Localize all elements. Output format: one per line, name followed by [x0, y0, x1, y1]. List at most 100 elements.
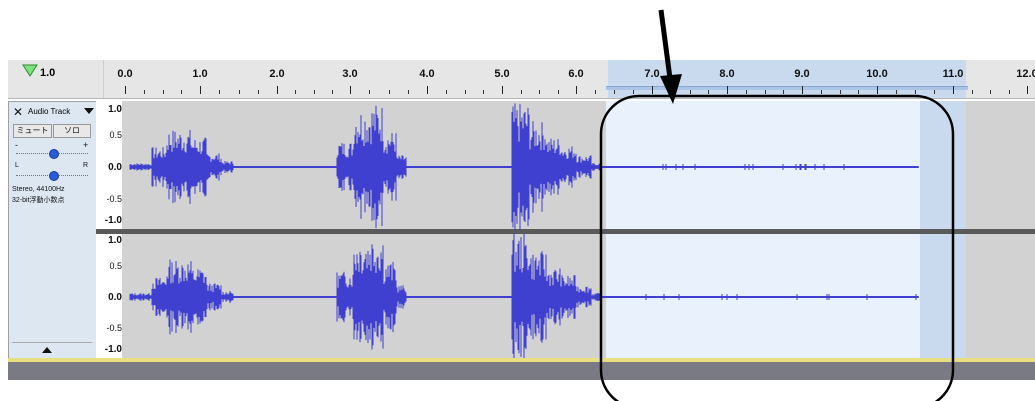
scale-top-0-5: 0.5: [109, 130, 122, 140]
ruler-minor-tick: [181, 90, 182, 94]
ruler-minor-tick: [915, 90, 916, 94]
mute-button[interactable]: ミュート: [13, 124, 52, 138]
ruler-tick-label: 8.0: [719, 68, 735, 80]
ruler-minor-tick: [539, 90, 540, 94]
ruler-major-tick: [502, 86, 503, 94]
ruler-minor-tick: [239, 90, 240, 94]
ruler-major-tick: [652, 86, 653, 94]
track-name-label[interactable]: Audio Track: [28, 107, 71, 116]
ruler-minor-tick: [389, 90, 390, 94]
gain-minus-label: -: [15, 140, 18, 150]
ruler-minor-tick: [295, 90, 296, 94]
gain-plus-label: +: [83, 140, 89, 150]
ruler-tick-label: 11.0: [942, 68, 964, 80]
ruler-minor-tick: [314, 90, 315, 94]
ruler-major-tick: [1027, 86, 1028, 94]
ruler-start-label: 1.0: [40, 67, 56, 79]
close-icon[interactable]: ✕: [12, 105, 24, 119]
ruler-major-tick: [727, 86, 728, 94]
chevron-up-icon[interactable]: [42, 347, 52, 353]
play-head-icon[interactable]: [22, 64, 38, 78]
pan-right-label: R: [83, 162, 89, 169]
ruler-major-tick: [877, 86, 878, 94]
ruler-selection-bar[interactable]: [606, 86, 968, 90]
scale-bottom-0: 0.0: [108, 292, 122, 303]
scale-bottom-neg-0-5: -0.5: [106, 323, 122, 333]
pan-left-label: L: [15, 162, 19, 169]
ruler-minor-tick: [858, 90, 859, 94]
ruler-tick-label: 6.0: [568, 68, 584, 80]
ruler-minor-tick: [821, 90, 822, 94]
ruler-minor-tick: [483, 90, 484, 94]
ruler-minor-tick: [521, 90, 522, 94]
ruler-tick-label: 0.0: [117, 68, 133, 80]
ruler-minor-tick: [614, 90, 615, 94]
ruler-tick-label: 9.0: [794, 68, 810, 80]
ruler-tick-label: 12.0: [1016, 68, 1035, 80]
scale-bottom-0-5: 0.5: [109, 261, 122, 271]
channel-divider: [96, 229, 1035, 234]
ruler-tick-label: 4.0: [419, 68, 435, 80]
ruler-minor-tick: [633, 90, 634, 94]
ruler-minor-tick: [990, 90, 991, 94]
annotation-arrow-line: [658, 9, 674, 87]
ruler-minor-tick: [163, 90, 164, 94]
annotation-rounded-rect: [599, 94, 955, 401]
scale-top-neg-1: -1.0: [104, 215, 122, 226]
ruler-minor-tick: [558, 90, 559, 94]
gain-slider-thumb[interactable]: [49, 149, 59, 159]
ruler-major-tick: [953, 86, 954, 94]
ruler-tick-label: 5.0: [494, 68, 510, 80]
ruler-major-tick: [200, 86, 201, 94]
pan-slider-thumb[interactable]: [49, 171, 59, 181]
ruler-minor-tick: [783, 90, 784, 94]
ruler-minor-tick: [690, 90, 691, 94]
ruler-minor-tick: [972, 90, 973, 94]
ruler-minor-tick: [369, 90, 370, 94]
ruler-minor-tick: [765, 90, 766, 94]
scale-top-neg-0-5: -0.5: [106, 194, 122, 204]
track-selected-indicator: [8, 358, 1035, 362]
ruler-minor-tick: [144, 90, 145, 94]
ruler-major-tick: [576, 86, 577, 94]
ruler-minor-tick: [595, 90, 596, 94]
annotation-arrow-head: [660, 74, 682, 104]
track-menu-chevron-icon[interactable]: [84, 108, 94, 114]
waveform-svg: [129, 103, 919, 358]
track-format-depth: 32-bit浮動小数点: [12, 197, 65, 204]
ruler-tick-label: 7.0: [644, 68, 660, 80]
ruler-minor-tick: [840, 90, 841, 94]
ruler-minor-tick: [746, 90, 747, 94]
ruler-tick-label: 1.0: [192, 68, 208, 80]
ruler-tick-label: 10.0: [866, 68, 888, 80]
scale-top-0: 0.0: [108, 162, 122, 173]
solo-button[interactable]: ソロ: [53, 124, 91, 138]
ruler-minor-tick: [408, 90, 409, 94]
scale-bottom-neg-1: -1.0: [104, 344, 122, 355]
waveform-right-channel: [129, 233, 919, 358]
collapse-track-button[interactable]: [12, 342, 92, 357]
ruler-minor-tick: [258, 90, 259, 94]
ruler-minor-tick: [934, 90, 935, 94]
ruler-major-tick: [277, 86, 278, 94]
ruler-minor-tick: [708, 90, 709, 94]
ruler-major-tick: [427, 86, 428, 94]
track-format-rate: Stereo, 44100Hz: [12, 186, 65, 193]
ruler-minor-tick: [896, 90, 897, 94]
ruler-minor-tick: [332, 90, 333, 94]
ruler-minor-tick: [219, 90, 220, 94]
track-control-panel: [8, 101, 97, 360]
track-bottom-bar: [8, 362, 1035, 380]
scale-bottom-1: 1.0: [108, 235, 122, 246]
waveform-left-channel: [129, 103, 919, 231]
ruler-tick-label: 3.0: [342, 68, 358, 80]
ruler-minor-tick: [446, 90, 447, 94]
ruler-major-tick: [125, 86, 126, 94]
ruler-tick-label: 2.0: [269, 68, 285, 80]
ruler-major-tick: [802, 86, 803, 94]
ruler-minor-tick: [465, 90, 466, 94]
scale-top-1: 1.0: [108, 104, 122, 115]
ruler-minor-tick: [1009, 90, 1010, 94]
ruler-major-tick: [350, 86, 351, 94]
